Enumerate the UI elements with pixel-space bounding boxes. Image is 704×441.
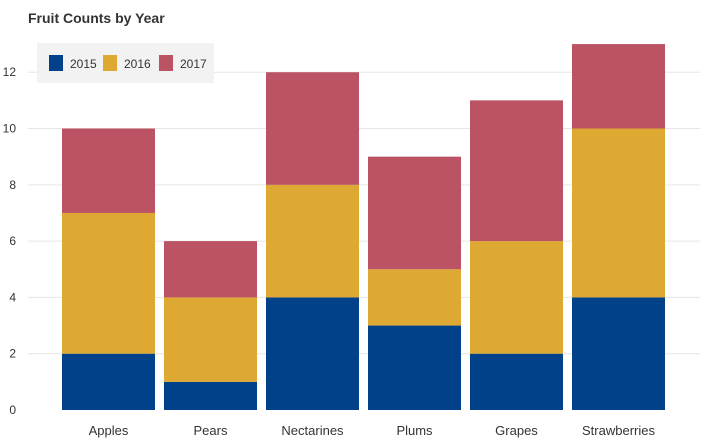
bar-strawberries-2016	[572, 128, 665, 298]
bar-pears-2017	[164, 241, 257, 298]
bar-nectarines-2016	[266, 184, 359, 298]
bar-strawberries-2015	[572, 297, 665, 410]
bar-grapes-2015	[470, 353, 563, 410]
y-tick-label: 4	[9, 290, 16, 304]
y-tick-label: 8	[9, 178, 16, 192]
legend-label-2016: 2016	[124, 57, 151, 71]
legend: 2015 2016 2017	[37, 43, 214, 83]
bar-plums-2017	[368, 156, 461, 270]
x-tick-label: Nectarines	[281, 423, 344, 438]
y-tick-label: 0	[9, 403, 16, 417]
legend-swatch-2016	[103, 55, 117, 71]
legend-swatch-2017	[159, 55, 173, 71]
bar-apples-2016	[62, 212, 155, 354]
legend-swatch-2015	[49, 55, 63, 71]
bar-apples-2017	[62, 128, 155, 213]
chart-title: Fruit Counts by Year	[28, 10, 165, 26]
x-tick-label: Plums	[396, 423, 433, 438]
bar-pears-2015	[164, 381, 257, 410]
x-tick-label: Apples	[89, 423, 129, 438]
x-tick-label: Grapes	[495, 423, 538, 438]
x-axis-ticks: Apples Pears Nectarines Plums Grapes Strawber…	[89, 423, 656, 438]
y-tick-label: 2	[9, 347, 16, 361]
bar-plums-2016	[368, 269, 461, 326]
y-tick-label: 6	[9, 234, 16, 248]
bar-apples-2015	[62, 353, 155, 410]
x-tick-label: Strawberries	[582, 423, 655, 438]
bar-nectarines-2015	[266, 297, 359, 410]
bar-nectarines-2017	[266, 72, 359, 185]
y-axis-ticks: 0 2 4 6 8 10 12	[3, 65, 17, 417]
bar-plums-2015	[368, 325, 461, 410]
bars	[62, 44, 665, 410]
legend-label-2015: 2015	[70, 57, 97, 71]
bar-grapes-2017	[470, 100, 563, 242]
x-tick-label: Pears	[194, 423, 228, 438]
legend-label-2017: 2017	[180, 57, 207, 71]
bar-pears-2016	[164, 297, 257, 382]
bar-strawberries-2017	[572, 44, 665, 129]
y-tick-label: 10	[3, 122, 17, 136]
legend-background	[37, 43, 214, 83]
y-tick-label: 12	[3, 65, 17, 79]
bar-grapes-2016	[470, 241, 563, 354]
